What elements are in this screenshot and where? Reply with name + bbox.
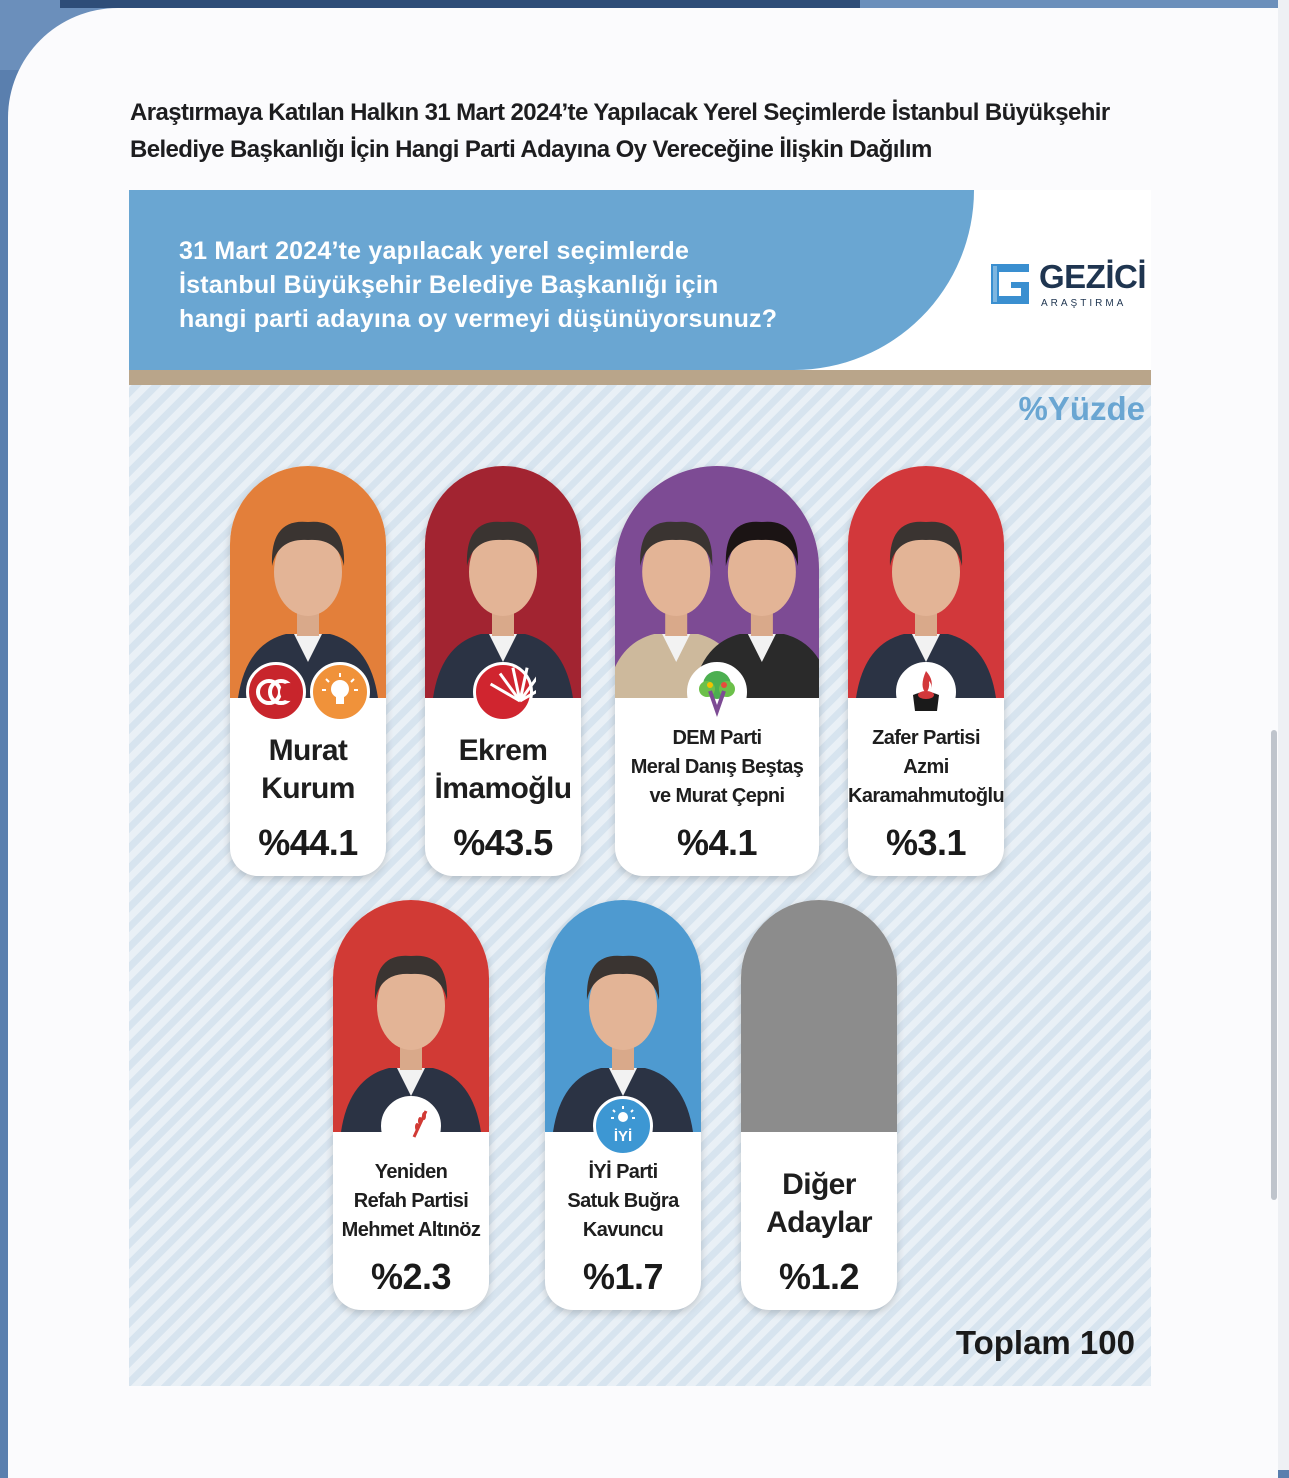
- candidate-label-line: Zafer Partisi: [872, 727, 980, 749]
- dem-tree-icon: [687, 662, 747, 722]
- candidate-card: DEM Parti Meral Danış Beştaş ve Murat Çepn…: [615, 466, 819, 876]
- survey-question: 31 Mart 2024’te yapılacak yerel seçimler…: [179, 234, 939, 336]
- candidate-label: Ekrem İmamoğlu: [425, 732, 581, 808]
- logo-name: GEZİCİ: [1039, 258, 1147, 295]
- gezici-logo: GEZİCİ ARAŞTIRMA: [987, 258, 1151, 310]
- candidate-label-line: DEM Parti: [672, 727, 762, 749]
- survey-question-line-1: 31 Mart 2024’te yapılacak yerel seçimler…: [179, 237, 690, 265]
- iyi-sun-icon: İYİ: [593, 1096, 653, 1156]
- mhp-emblem-icon: [246, 662, 306, 722]
- party-emblems: [425, 662, 581, 728]
- survey-question-line-2: İstanbul Büyükşehir Belediye Başkanlığı …: [179, 271, 719, 299]
- candidate-percentage: %3.1: [885, 822, 967, 863]
- candidate-label-line: ve Murat Çepni: [649, 785, 786, 807]
- party-emblems: [333, 1096, 489, 1162]
- candidate-label-line: Azmi: [903, 756, 949, 778]
- candidate-label: Diğer Adaylar: [741, 1166, 897, 1242]
- candidate-label-line: Mehmet Altınöz: [341, 1219, 481, 1241]
- candidate-label-line: Refah Partisi: [353, 1190, 469, 1212]
- chp-six-arrows-icon: [473, 662, 551, 722]
- candidate-card: İYİ İYİ Parti Satuk Buğra Kavuncu %1.7: [545, 900, 701, 1310]
- candidate-label: Zafer Partisi Azmi Karamahmutoğlu: [848, 724, 1004, 811]
- document-title-line-1: Araştırmaya Katılan Halkın 31 Mart 2024’…: [130, 99, 1110, 126]
- total-label: Toplam 100: [955, 1324, 1135, 1361]
- candidate-label-line: İYİ Parti: [588, 1161, 658, 1183]
- candidate-percentage: %44.1: [258, 822, 358, 863]
- document-title-line-2: Belediye Başkanlığı İçin Hangi Parti Ada…: [130, 136, 932, 163]
- candidate-label-line: Ekrem: [458, 734, 548, 767]
- candidate-percentage: %1.7: [582, 1256, 664, 1297]
- candidate-label-line: Kavuncu: [582, 1219, 664, 1241]
- party-emblems: [230, 662, 386, 728]
- candidate-percentage: %4.1: [676, 822, 758, 863]
- candidate-card: Zafer Partisi Azmi Karamahmutoğlu %3.1: [848, 466, 1004, 876]
- candidate-card: Yeniden Refah Partisi Mehmet Altınöz %2.3: [333, 900, 489, 1310]
- candidate-label-line: Diğer: [782, 1168, 856, 1201]
- infographic: 31 Mart 2024’te yapılacak yerel seçimler…: [129, 190, 1151, 1386]
- candidate-photo: [615, 466, 819, 698]
- survey-question-line-3: hangi parti adayına oy vermeyi düşünüyor…: [179, 305, 778, 333]
- party-emblems: [848, 662, 1004, 728]
- candidate-label-line: Yeniden: [374, 1161, 448, 1183]
- candidate-label-line: İmamoğlu: [434, 772, 572, 805]
- party-emblems: İYİ: [545, 1096, 701, 1162]
- window-edge: [1278, 0, 1289, 1470]
- candidate-label-line: Kurum: [261, 772, 355, 805]
- candidate-label-line: Meral Danış Beştaş: [630, 756, 804, 778]
- question-banner-blue: [129, 190, 974, 370]
- gezici-g-icon: [991, 264, 1029, 304]
- candidate-label: İYİ Parti Satuk Buğra Kavuncu: [545, 1158, 701, 1245]
- candidate-card: Diğer Adaylar %1.2: [741, 900, 897, 1310]
- candidate-label: DEM Parti Meral Danış Beştaş ve Murat Çepn…: [615, 724, 819, 811]
- candidate-label-line: Murat: [268, 734, 348, 767]
- candidate-card: Murat Kurum %44.1: [230, 466, 386, 876]
- akp-bulb-icon: [310, 662, 370, 722]
- svg-text:İYİ: İYİ: [614, 1128, 632, 1145]
- zafer-torch-icon: [896, 662, 956, 722]
- candidate-label-line: Karamahmutoğlu: [848, 785, 1004, 807]
- candidate-label-line: Adaylar: [766, 1206, 872, 1239]
- candidate-label-line: Satuk Buğra: [567, 1190, 679, 1212]
- party-emblems: [615, 662, 819, 728]
- candidate-card: Ekrem İmamoğlu %43.5: [425, 466, 581, 876]
- question-banner: 31 Mart 2024’te yapılacak yerel seçimler…: [129, 190, 1151, 370]
- scrollbar-thumb[interactable]: [1271, 730, 1277, 1200]
- yrp-crescent-icon: [381, 1096, 441, 1156]
- candidate-photo: [741, 900, 897, 1132]
- document-title: Araştırmaya Katılan Halkın 31 Mart 2024’…: [130, 94, 1140, 168]
- candidate-percentage: %1.2: [778, 1256, 860, 1297]
- candidate-percentage: %43.5: [453, 822, 553, 863]
- candidate-label: Murat Kurum: [230, 732, 386, 808]
- candidate-photo: [545, 900, 701, 1132]
- candidate-photo: [425, 466, 581, 698]
- logo-subtitle: ARAŞTIRMA: [1041, 298, 1127, 309]
- unit-label: %Yüzde: [1018, 390, 1145, 427]
- candidate-percentage: %2.3: [370, 1256, 452, 1297]
- candidate-label: Yeniden Refah Partisi Mehmet Altınöz: [333, 1158, 489, 1245]
- candidate-photo: [848, 466, 1004, 698]
- banner-divider: [129, 370, 1151, 385]
